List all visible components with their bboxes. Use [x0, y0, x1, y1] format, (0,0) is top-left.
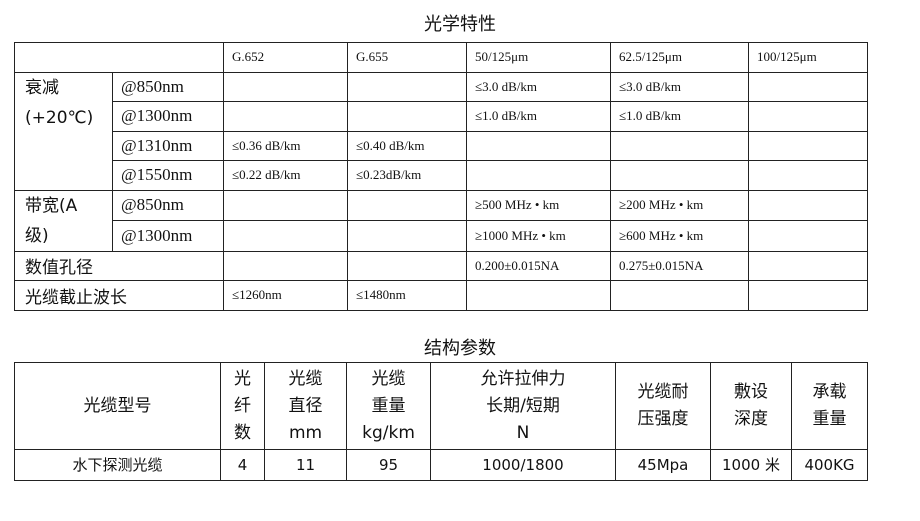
table-cell: 45Mpa: [615, 449, 711, 481]
wavelength-label: @850nm: [112, 71, 224, 102]
optical-properties-title: 光学特性: [424, 14, 496, 35]
table-cell: [748, 71, 868, 102]
column-header: 允许拉伸力 长期/短期 N: [430, 362, 616, 450]
table-cell: ≤3.0 dB/km: [466, 71, 611, 102]
column-header: G.655: [347, 42, 467, 73]
table-cell: [466, 130, 611, 161]
table-row: 光缆截止波长 ≤1260nm ≤1480nm: [14, 280, 868, 311]
table-cell: [466, 280, 611, 311]
table-cell: 95: [346, 449, 431, 481]
wavelength-label: @1300nm: [112, 220, 224, 252]
table-cell: ≤1.0 dB/km: [610, 101, 749, 132]
table-cell: 0.275±0.015NA: [610, 250, 749, 281]
table-cell: 1000/1800: [430, 449, 616, 481]
table-cell: [347, 101, 467, 132]
column-header: 敷设 深度: [710, 362, 792, 450]
table-cell: [748, 250, 868, 281]
column-header: 62.5/125μm: [610, 42, 749, 73]
structure-params-table: 光缆型号光 纤 数光缆 直径 mm 光缆 重量 kg/km 允许拉伸力 长期/短期 …: [14, 362, 868, 481]
table-cell: ≤1480nm: [347, 280, 467, 311]
table-header-row: G.652 G.655 50/125μm 62.5/125μm 100/125μ…: [14, 42, 868, 73]
table-row: 水下探测光缆 4 11 95 1000/1800 45Mpa 1000 米 400KG: [14, 449, 868, 481]
wavelength-label: @1310nm: [112, 130, 224, 161]
table-cell: [466, 160, 611, 191]
table-cell: ≤0.23dB/km: [347, 160, 467, 191]
structure-params-title: 结构参数: [424, 338, 496, 359]
table-cell: 1000 米: [710, 449, 792, 481]
table-row: @1300nm ≥1000 MHz • km ≥600 MHz • km: [15, 220, 868, 252]
table-cell: 400KG: [791, 449, 868, 481]
table-cell: ≥600 MHz • km: [610, 220, 749, 252]
table-cell: [748, 280, 868, 311]
wavelength-label: @850nm: [112, 189, 224, 221]
table-cell: [748, 189, 868, 221]
table-cell: [223, 101, 348, 132]
table-row: 带宽(A 级) @850nm ≥500 MHz • km ≥200 MHz • km: [14, 189, 868, 252]
column-header: 光 纤 数: [220, 362, 265, 450]
table-cell: 0.200±0.015NA: [466, 250, 611, 281]
table-row: 数值孔径 0.200±0.015NA 0.275±0.015NA: [14, 250, 868, 281]
row-label: 数值孔径: [14, 250, 224, 281]
column-header: 100/125μm: [748, 42, 868, 73]
table-cell: ≥500 MHz • km: [466, 189, 611, 221]
wavelength-label: @1300nm: [112, 101, 224, 132]
table-cell: 4: [220, 449, 265, 481]
table-cell: [748, 130, 868, 161]
table-cell: [347, 71, 467, 102]
table-cell: 水下探测光缆: [14, 449, 221, 481]
table-cell: ≥200 MHz • km: [610, 189, 749, 221]
column-header: 光缆 重量 kg/km: [346, 362, 431, 450]
group-label-bandwidth: 带宽(A 级): [14, 189, 113, 252]
table-cell: [347, 220, 467, 252]
optical-properties-table: G.652 G.655 50/125μm 62.5/125μm 100/125μ…: [14, 42, 868, 311]
table-cell: [748, 101, 868, 132]
table-cell: [748, 160, 868, 191]
table-cell: [610, 160, 749, 191]
group-label-attenuation: 衰减 (+20℃): [14, 71, 113, 191]
column-header: G.652: [223, 42, 348, 73]
table-cell: [610, 280, 749, 311]
table-cell: [223, 71, 348, 102]
table-row: @1300nm ≤1.0 dB/km ≤1.0 dB/km: [15, 101, 868, 132]
table-row: @1310nm ≤0.36 dB/km ≤0.40 dB/km: [15, 130, 868, 161]
wavelength-label: @1550nm: [112, 160, 224, 191]
corner-cell: [14, 42, 224, 73]
table-cell: [610, 130, 749, 161]
table-cell: [748, 220, 868, 252]
table-cell: [347, 189, 467, 221]
table-cell: ≤0.40 dB/km: [347, 130, 467, 161]
table-cell: ≤1.0 dB/km: [466, 101, 611, 132]
table-row: @1550nm ≤0.22 dB/km ≤0.23dB/km: [15, 160, 868, 191]
column-header: 50/125μm: [466, 42, 611, 73]
column-header: 光缆耐 压强度: [615, 362, 711, 450]
table-row: 衰减 (+20℃) @850nm ≤3.0 dB/km ≤3.0 dB/km: [14, 71, 868, 191]
table-cell: ≤3.0 dB/km: [610, 71, 749, 102]
table-cell: ≥1000 MHz • km: [466, 220, 611, 252]
table-cell: [223, 189, 348, 221]
row-label: 光缆截止波长: [14, 280, 224, 311]
table-cell: [223, 250, 348, 281]
column-header: 光缆 直径 mm: [264, 362, 347, 450]
table-cell: ≤0.36 dB/km: [223, 130, 348, 161]
table-cell: ≤0.22 dB/km: [223, 160, 348, 191]
column-header: 承载 重量: [791, 362, 868, 450]
column-header: 光缆型号: [14, 362, 221, 450]
table-cell: [223, 220, 348, 252]
table-cell: ≤1260nm: [223, 280, 348, 311]
table-cell: [347, 250, 467, 281]
table-cell: 11: [264, 449, 347, 481]
table-header-row: 光缆型号光 纤 数光缆 直径 mm 光缆 重量 kg/km 允许拉伸力 长期/短期 …: [14, 362, 868, 450]
